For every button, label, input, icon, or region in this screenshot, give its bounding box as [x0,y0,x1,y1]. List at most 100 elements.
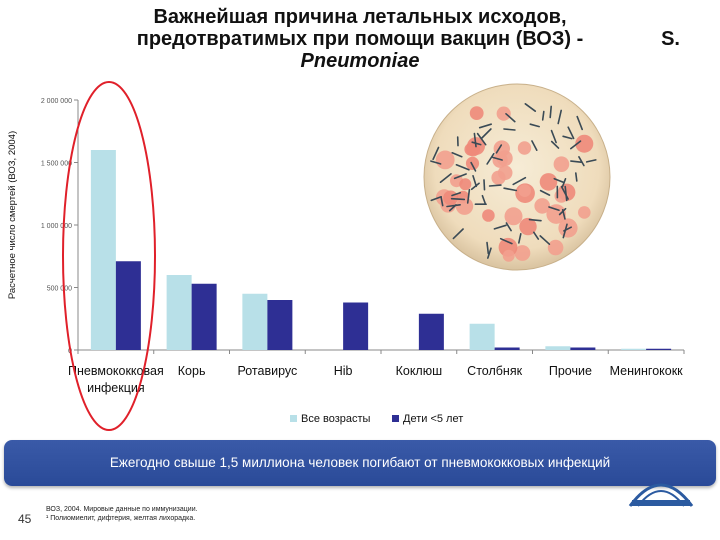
micrograph-cell [443,190,458,206]
micrograph-bacterium [585,159,597,163]
bar-all-ages [242,293,268,350]
x-tick-label: инфекция [87,381,145,395]
micrograph-bacterium [481,128,492,139]
micrograph-bacterium [505,222,512,232]
micrograph-bacterium [558,207,567,216]
micrograph-cell [547,239,564,256]
micrograph-bacterium [539,189,551,196]
bar-children [191,283,217,350]
y-tick-label: 500 000 [47,286,72,293]
micrograph-bacterium [478,123,493,129]
x-tick-label: Прочие [549,364,592,378]
micrograph-bacterium [553,177,565,184]
y-tick-label: 2 000 000 [41,98,72,105]
legend-swatch [392,415,399,422]
micrograph-bacterium [569,140,582,150]
micrograph-bacterium [550,140,560,149]
micrograph-cell [459,178,472,191]
micrograph-bacterium [476,132,487,146]
bar-children [115,261,141,350]
micrograph-bacterium [503,187,518,192]
micrograph-bacterium [430,196,443,202]
y-tick-label: 1 500 000 [41,161,72,168]
micrograph-bacterium [451,192,462,197]
bar-all-ages [469,323,495,350]
micrograph-cell [502,249,515,262]
micrograph-cell [465,156,480,170]
micrograph-cell [493,140,510,157]
micrograph-cell [575,134,594,153]
micrograph-cell [469,106,484,120]
micrograph-bacterium [560,185,569,200]
micrograph-bacterium [549,105,553,119]
x-tick-label: Hib [334,364,353,378]
micrograph-bacterium [455,164,470,171]
micrograph-bacterium [466,188,471,204]
micrograph-bacterium [550,129,557,144]
micrograph-bacterium [453,173,467,180]
micrograph-cell [578,206,591,219]
x-tick-label: Коклюш [396,364,443,378]
micrograph-bacterium [448,204,457,212]
micrograph-bacterium [473,132,477,148]
page-number: 45 [18,512,32,526]
micrograph-bacterium [440,196,444,207]
micrograph-cell [517,141,532,155]
micrograph-bacterium [491,156,503,161]
bar-children [646,348,672,350]
bar-all-ages [621,348,647,350]
micrograph-bacterium [481,194,487,205]
micrograph-cell [464,143,478,156]
slide-title: Важнейшая причина летальных исходов, пре… [40,6,680,72]
legend-label: Все возрасты [301,413,371,425]
micrograph-cell [546,204,566,224]
micrograph-bacterium [512,176,527,186]
bar-all-ages [545,346,571,350]
micrograph-bacterium [539,235,551,245]
micrograph-bacterium [451,152,463,158]
x-tick-label: Столбняк [467,364,522,378]
micrograph-bacterium [557,109,563,125]
highlight-ellipse [62,81,156,431]
micrograph-bacterium [483,179,486,191]
micrograph-cell [534,198,550,214]
micrograph-bacterium [576,115,584,131]
x-tick-label: Менингококк [610,364,684,378]
y-axis-label: Расчетное число смертей (ВОЗ, 2004) [7,131,18,299]
micrograph-bacterium [470,182,480,191]
bar-children [267,300,293,350]
footnote: ВОЗ, 2004. Мировые данные по иммунизации… [46,505,198,523]
legend-label: Дети <5 лет [403,413,463,425]
micrograph-bacterium [446,204,461,208]
legend-swatch [290,415,297,422]
micrograph-bacterium [505,113,516,123]
micrograph-cell [553,156,570,172]
micrograph-bacterium [488,184,502,187]
organization-logo-icon [628,483,694,507]
bar-children [494,347,520,350]
micrograph-bacterium [562,223,568,239]
micrograph-bacterium [486,247,492,259]
micrograph-bacterium [439,173,452,183]
micrograph-bacterium [578,156,585,167]
bar-children [570,347,596,350]
micrograph-bacterium [470,161,477,172]
micrograph-bacterium [567,126,575,140]
micrograph-bacterium [562,135,573,140]
micrograph-cell [539,173,558,191]
bacteria-micrograph-icon [423,83,611,271]
micrograph-bacterium [499,237,513,245]
micrograph-bacterium [495,144,503,154]
micrograph-bacterium [529,123,541,128]
micrograph-cell [455,197,474,215]
footnote-line-2: ¹ Полиомиелит, дифтерия, желтая лихорадк… [46,515,196,522]
bar-all-ages [166,275,192,350]
micrograph-bacterium [472,175,478,188]
bar-all-ages [90,150,116,350]
micrograph-bacterium [432,146,440,161]
micrograph-bacterium [531,140,538,151]
micrograph-bacterium [517,233,522,244]
micrograph-cell [518,184,531,197]
title-line-2-right: S. [661,28,680,50]
